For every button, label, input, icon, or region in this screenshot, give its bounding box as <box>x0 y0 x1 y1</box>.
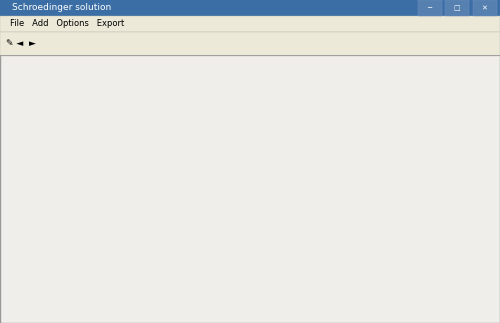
Text: ─: ─ <box>428 5 432 11</box>
Text: Schroedinger solution: Schroedinger solution <box>12 4 112 13</box>
Y-axis label: band. edges [eV]: band. edges [eV] <box>32 133 42 222</box>
Text: □: □ <box>454 5 460 11</box>
Text: ✎ ◄  ►: ✎ ◄ ► <box>6 39 36 48</box>
X-axis label: y position [nm]: y position [nm] <box>239 306 318 316</box>
Text: File   Add   Options   Export: File Add Options Export <box>10 19 124 28</box>
Text: ✕: ✕ <box>482 5 488 11</box>
